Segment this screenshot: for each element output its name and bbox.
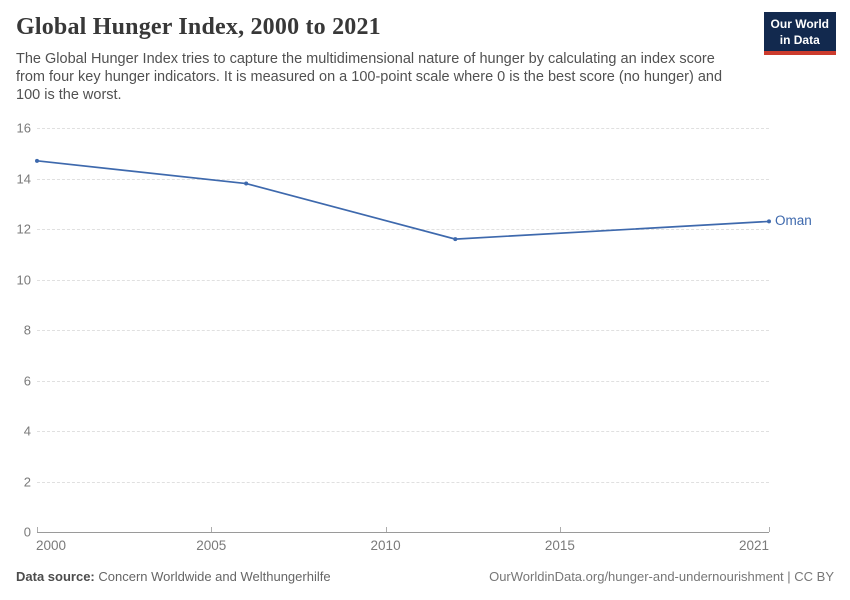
data-source-label: Data source: [16, 569, 95, 584]
x-axis-tickmark [37, 527, 38, 532]
y-axis-tick-label: 4 [23, 423, 31, 439]
gridline-y-6 [37, 380, 769, 382]
data-source: Data source: Concern Worldwide and Welth… [16, 569, 331, 584]
y-axis-tick-label: 14 [16, 171, 31, 186]
x-axis-line [37, 532, 769, 533]
chart-header: Global Hunger Index, 2000 to 2021 The Gl… [16, 14, 756, 104]
chart-title: Global Hunger Index, 2000 to 2021 [16, 14, 381, 40]
y-axis-tick-label: 2 [23, 474, 31, 489]
line-series-oman[interactable] [36, 159, 770, 240]
x-axis-tickmark [769, 527, 770, 532]
gridline-y-10 [37, 279, 769, 281]
y-axis-tick-label: 10 [16, 272, 31, 287]
gridline-y-4 [37, 431, 769, 432]
y-axis-tick-label: 8 [23, 322, 31, 338]
data-point-marker[interactable] [767, 219, 771, 224]
data-source-value: Concern Worldwide and Welthungerhilfe [94, 569, 331, 584]
y-axis-tick-label: 0 [23, 524, 31, 540]
gridline-y-8 [37, 330, 769, 331]
gridline-y-14 [37, 178, 769, 180]
gridline-y-12 [37, 229, 769, 230]
x-axis-tick-label: 2015 [544, 538, 575, 553]
gridline-y-16 [37, 128, 769, 129]
gridline-y-2 [37, 481, 769, 483]
owid-logo-line1: Our World [770, 17, 829, 31]
x-axis-tick-label: 2005 [196, 538, 227, 553]
chart-footer: Data source: Concern Worldwide and Welth… [16, 569, 834, 584]
owid-logo-line2: in Data [779, 32, 820, 47]
data-point-marker[interactable] [244, 181, 249, 186]
y-axis-tick-label: 12 [16, 221, 31, 237]
x-axis-tickmark [560, 527, 561, 532]
x-axis-tick-label: 2021 [738, 538, 769, 553]
data-point-marker[interactable] [35, 158, 39, 163]
attribution-link[interactable]: OurWorldinData.org/hunger-and-undernouri… [489, 569, 834, 584]
series-label-oman: Oman [775, 213, 812, 229]
y-axis-tick-label: 6 [23, 373, 31, 388]
x-axis-tick-label: 2010 [370, 538, 401, 553]
x-axis-tickmark [211, 527, 212, 532]
x-axis-tick-label: 2000 [36, 538, 67, 553]
chart-subtitle: The Global Hunger Index tries to capture… [16, 51, 723, 103]
x-axis-tickmark [386, 527, 387, 532]
data-point-marker[interactable] [453, 237, 458, 242]
owid-logo[interactable]: Our World in Data [763, 12, 836, 56]
y-axis-tick-label: 16 [16, 120, 31, 136]
